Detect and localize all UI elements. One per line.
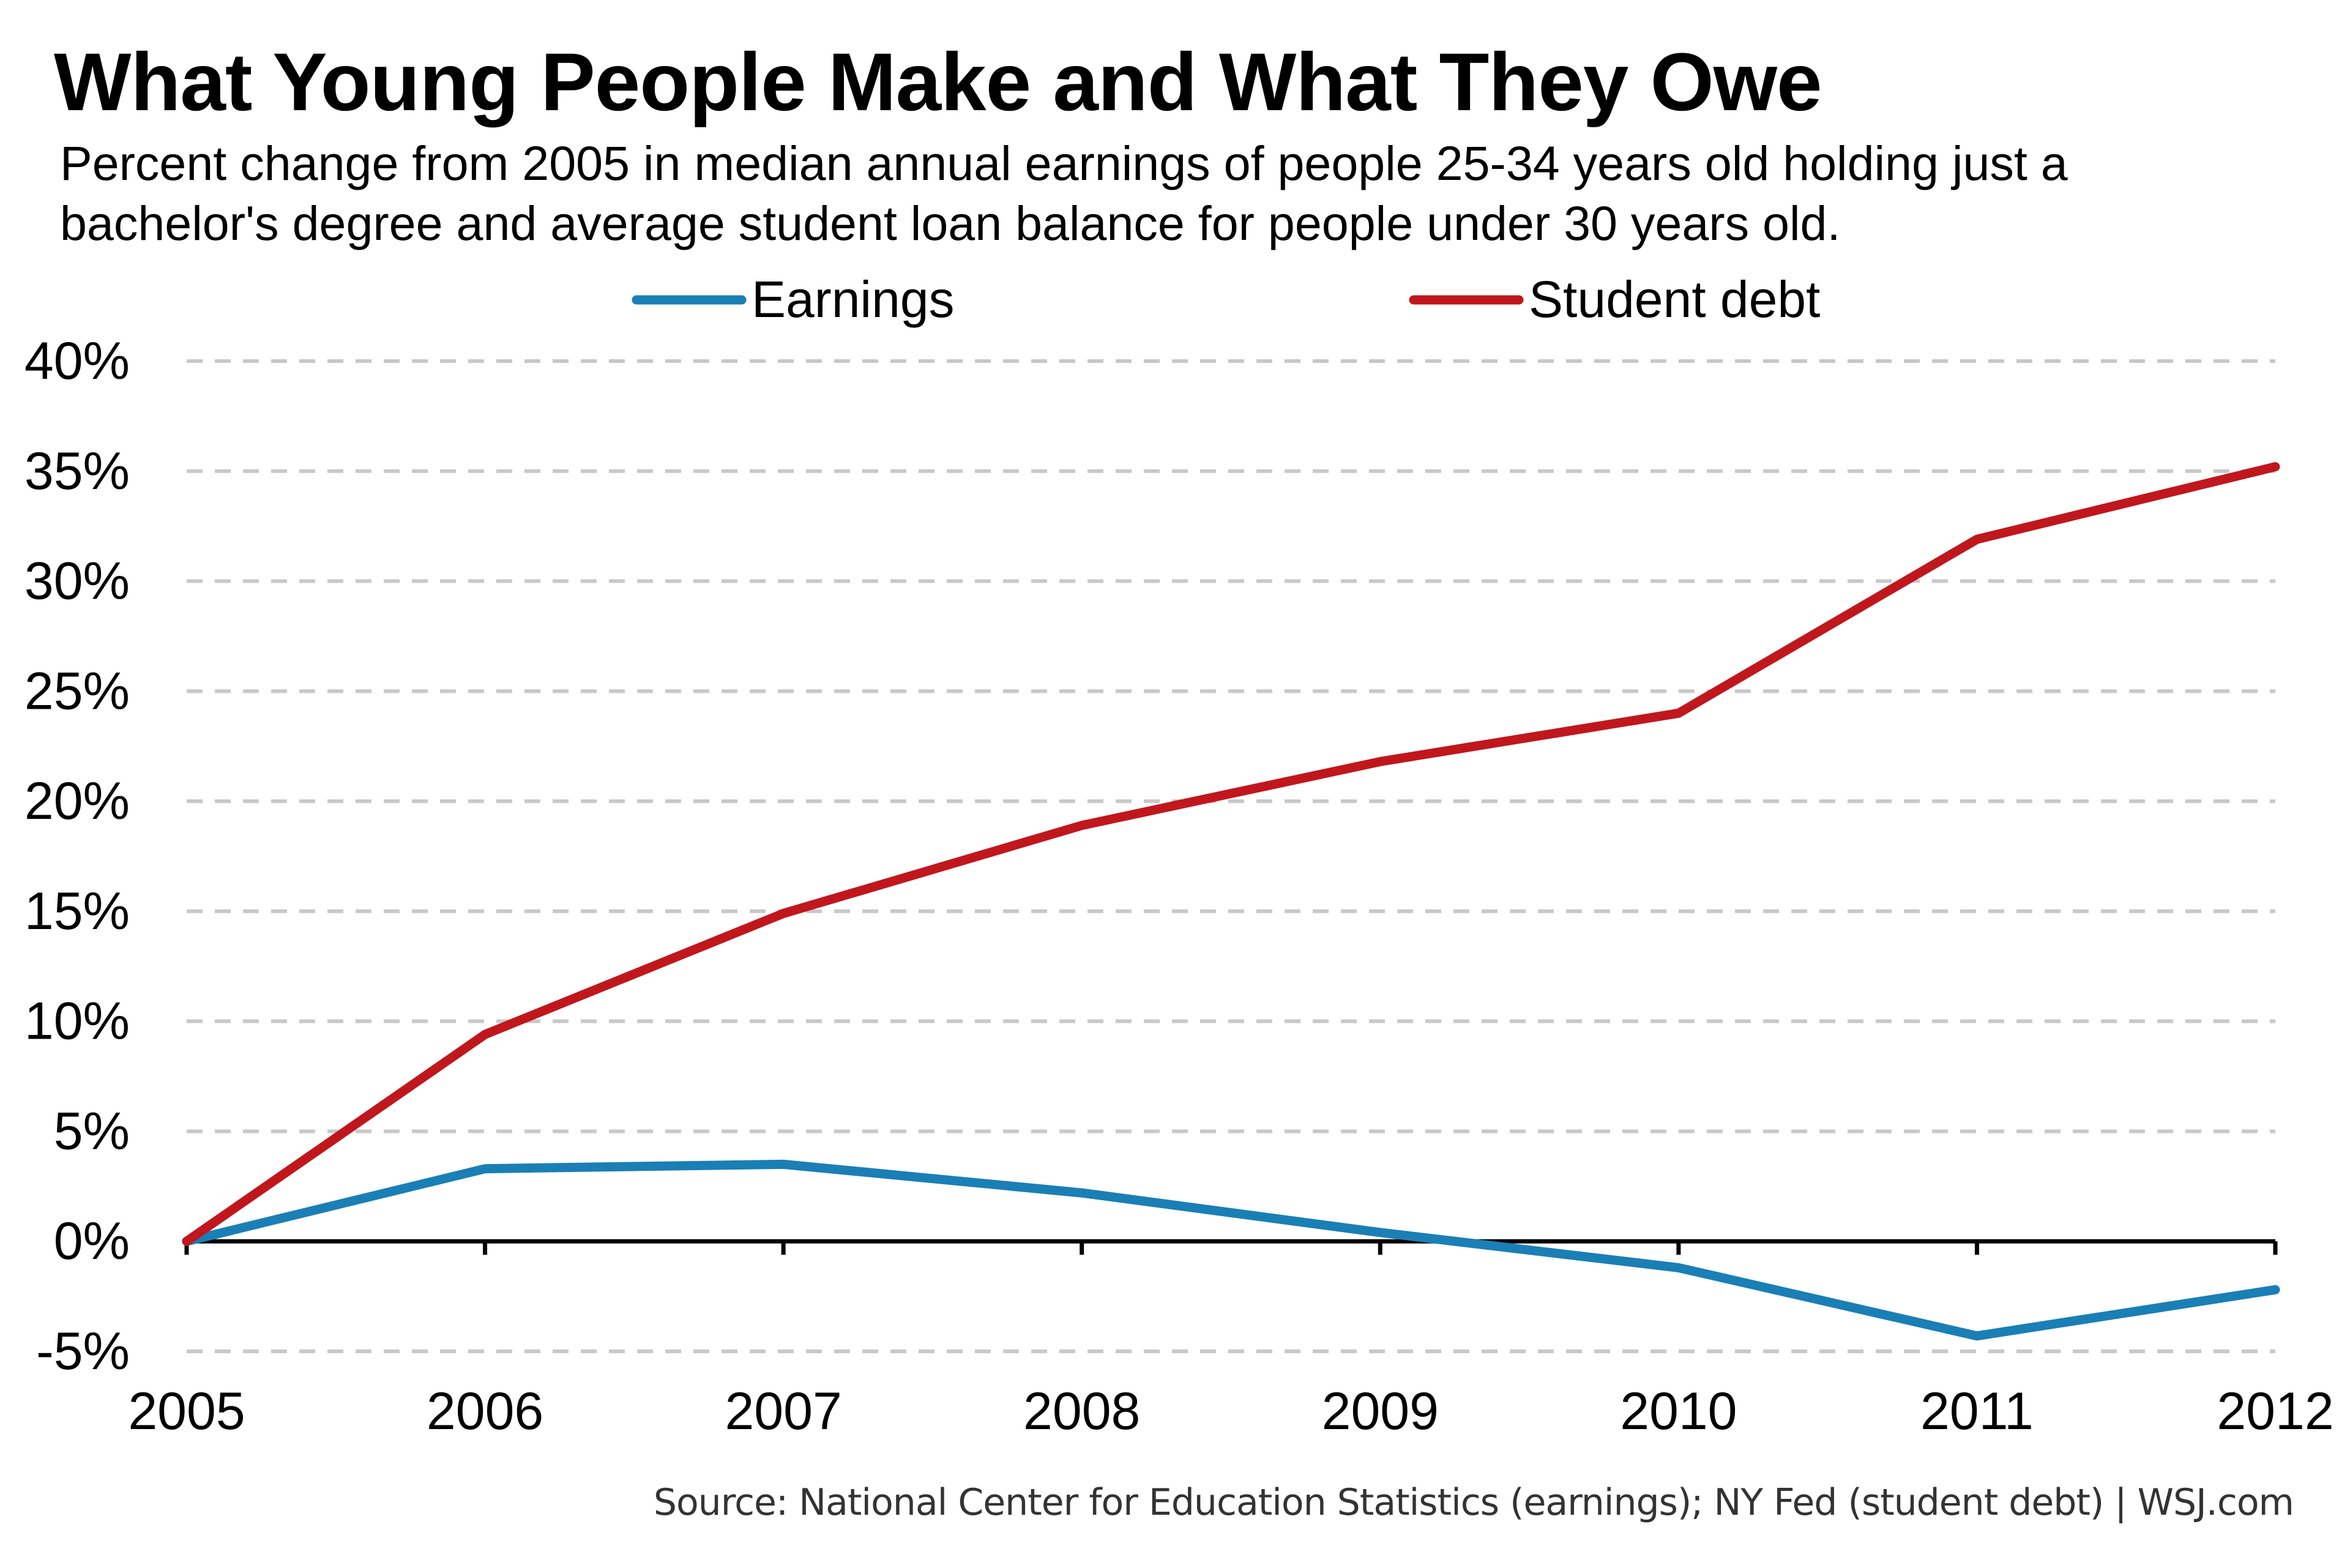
y-axis: 40% 35% 30% 25% 20% 15% 10% 5% 0% -5% [24, 332, 130, 1381]
y-tick-label: 35% [24, 442, 130, 501]
x-tick-label: 2011 [1920, 1382, 2034, 1441]
legend-label-earnings: Earnings [752, 271, 955, 328]
chart-subtitle: Percent change from 2005 in median annua… [60, 136, 2068, 250]
series-line-student-debt [182, 462, 2280, 1246]
legend: Earnings Student debt [632, 271, 1820, 328]
x-tick-label: 2012 [2217, 1382, 2333, 1441]
y-tick-label: 20% [24, 772, 130, 831]
source-note: Source: National Center for Education St… [653, 1481, 2294, 1524]
y-tick-label: 40% [24, 332, 130, 390]
x-tick-label: 2009 [1322, 1382, 1439, 1441]
series-line-earnings [182, 1159, 2280, 1341]
legend-label-student-debt: Student debt [1529, 271, 1820, 328]
x-tick-label: 2006 [427, 1382, 543, 1441]
x-tick-label: 2010 [1620, 1382, 1737, 1441]
chart-title: What Young People Make and What They Owe [54, 37, 1822, 128]
y-tick-label: 15% [24, 882, 130, 941]
x-axis: 2005 2006 2007 2008 2009 2010 2011 2012 [128, 1239, 2334, 1441]
y-tick-label: 0% [54, 1212, 130, 1271]
y-tick-label: 25% [24, 662, 130, 720]
y-tick-label: -5% [36, 1322, 130, 1381]
gridlines [187, 359, 2275, 1353]
y-tick-label: 5% [54, 1102, 130, 1160]
x-tick-label: 2007 [725, 1382, 841, 1441]
y-tick-label: 30% [24, 552, 130, 611]
series-lines [182, 462, 2280, 1341]
x-tick-label: 2008 [1023, 1382, 1140, 1441]
x-tick-label: 2005 [128, 1382, 245, 1441]
y-tick-label: 10% [24, 992, 130, 1051]
